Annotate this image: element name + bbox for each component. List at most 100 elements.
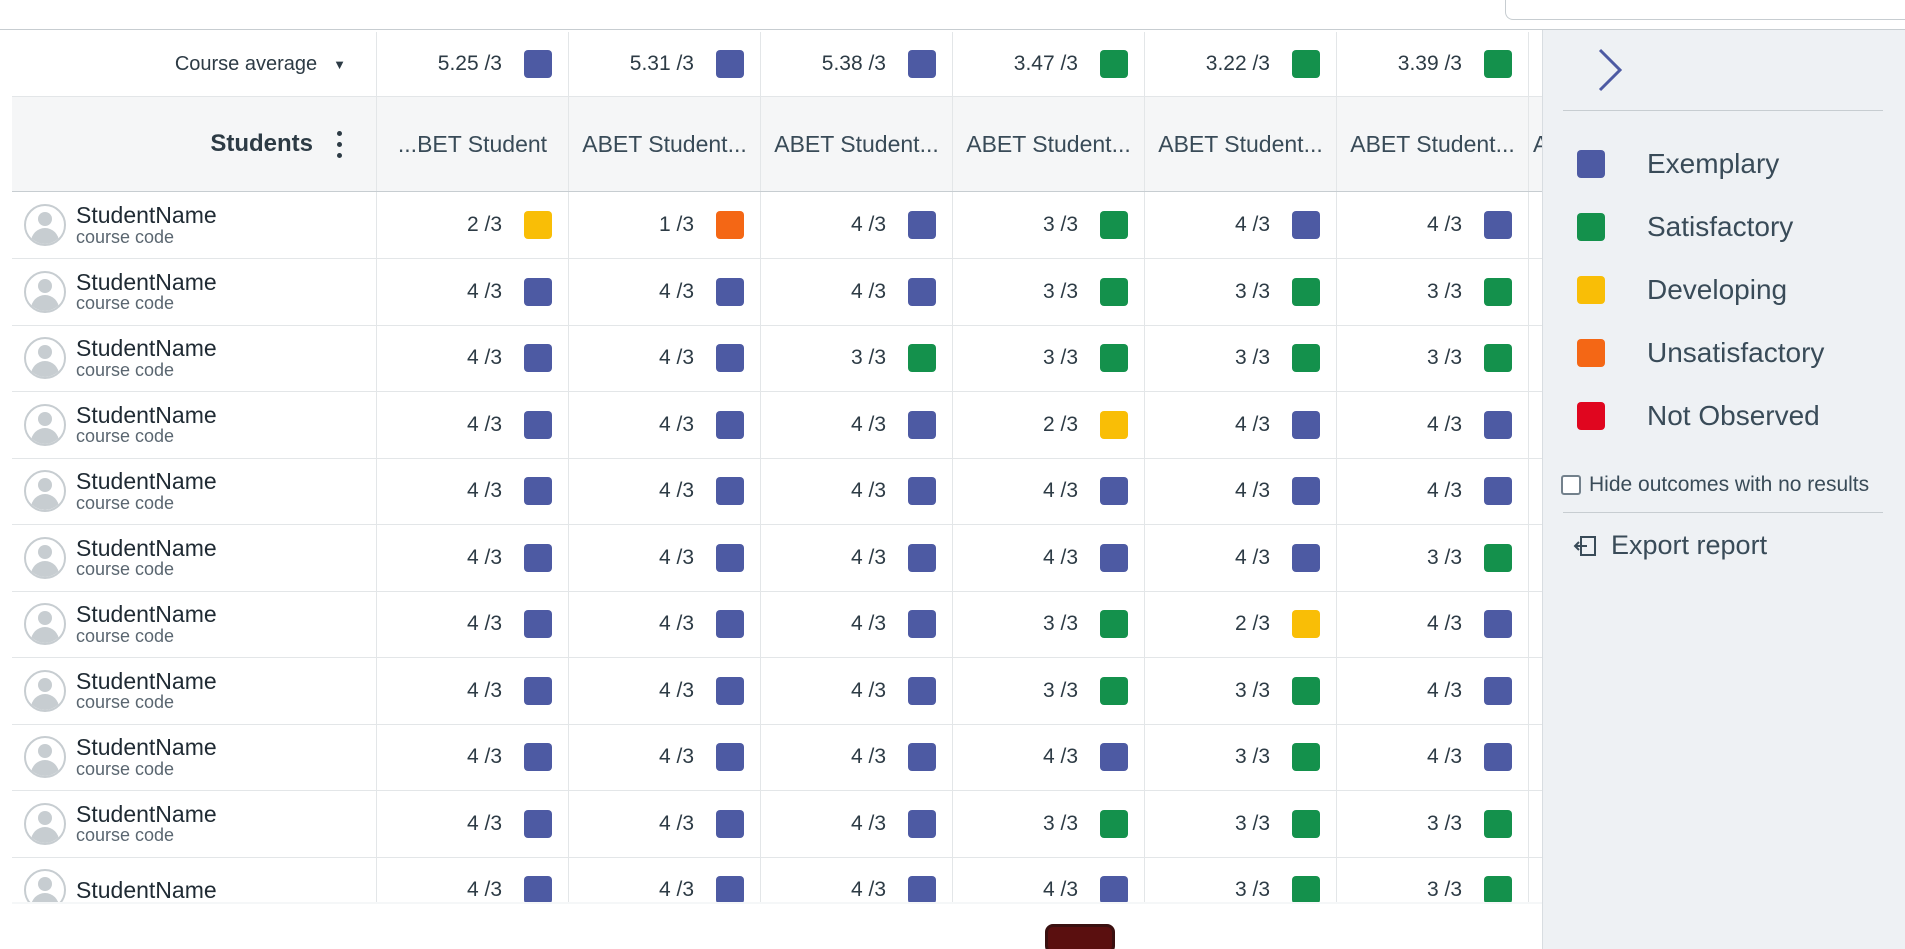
student-score-cell[interactable]: 4 /3: [569, 391, 761, 458]
outcome-header-cell[interactable]: ABET Student...: [569, 97, 761, 191]
student-score-cell[interactable]: 3 /3: [761, 325, 953, 391]
student-score-cell[interactable]: 1 /3: [569, 192, 761, 258]
student-cell[interactable]: StudentName course code: [12, 524, 377, 591]
student-score-cell[interactable]: 4 /3: [1337, 591, 1529, 657]
course-average-score-cell[interactable]: 5.38 /3: [761, 32, 953, 96]
search-box-edge[interactable]: [1505, 0, 1905, 20]
student-score-cell[interactable]: 3 /3: [1145, 258, 1337, 325]
student-score-cell[interactable]: 3 /3: [1145, 857, 1337, 904]
caret-down-icon[interactable]: ▼: [333, 56, 346, 72]
student-score-cell[interactable]: 4 /3: [1145, 192, 1337, 258]
student-score-cell[interactable]: 3 /3: [1337, 790, 1529, 857]
student-score-cell[interactable]: 4 /3: [761, 857, 953, 904]
student-cell[interactable]: StudentName course code: [12, 258, 377, 325]
student-score-cell[interactable]: 4 /3: [1337, 724, 1529, 790]
student-cell[interactable]: StudentName course code: [12, 391, 377, 458]
outcome-header-cell[interactable]: ABET Student...: [761, 97, 953, 191]
outcome-header-cell[interactable]: BET Student...: [377, 97, 569, 191]
student-score-cell[interactable]: 4 /3: [761, 790, 953, 857]
hide-outcomes-checkbox[interactable]: [1561, 475, 1581, 495]
student-score-cell[interactable]: 2 /3: [953, 391, 1145, 458]
student-name[interactable]: StudentName: [76, 401, 217, 428]
student-cell[interactable]: StudentName: [12, 857, 377, 904]
student-score-cell[interactable]: 4 /3: [377, 857, 569, 904]
hide-outcomes-toggle[interactable]: Hide outcomes with no results: [1561, 473, 1869, 497]
student-score-cell[interactable]: 3 /3: [953, 258, 1145, 325]
outcome-header-cell-partial[interactable]: AB: [1529, 97, 1542, 191]
student-cell[interactable]: StudentName course code: [12, 458, 377, 524]
student-cell[interactable]: StudentName course code: [12, 591, 377, 657]
student-score-cell[interactable]: 4 /3: [377, 524, 569, 591]
student-name[interactable]: StudentName: [76, 335, 217, 362]
student-score-cell[interactable]: 4 /3: [761, 524, 953, 591]
student-score-cell[interactable]: 4 /3: [569, 524, 761, 591]
student-score-cell[interactable]: 4 /3: [1145, 458, 1337, 524]
student-score-cell[interactable]: 4 /3: [569, 790, 761, 857]
student-name[interactable]: StudentName: [76, 667, 217, 694]
student-score-cell[interactable]: 3 /3: [1145, 657, 1337, 724]
student-score-cell[interactable]: 3 /3: [953, 325, 1145, 391]
student-score-cell[interactable]: 4 /3: [377, 657, 569, 724]
student-name[interactable]: StudentName: [76, 601, 217, 628]
student-score-cell[interactable]: 4 /3: [953, 857, 1145, 904]
student-score-cell[interactable]: 4 /3: [377, 258, 569, 325]
student-score-cell[interactable]: 3 /3: [1145, 325, 1337, 391]
student-score-cell[interactable]: 4 /3: [377, 591, 569, 657]
course-average-score-cell[interactable]: 5.25 /3: [377, 32, 569, 96]
student-score-cell[interactable]: 4 /3: [1145, 391, 1337, 458]
student-score-cell[interactable]: 4 /3: [761, 657, 953, 724]
student-cell[interactable]: StudentName course code: [12, 790, 377, 857]
student-score-cell[interactable]: 4 /3: [377, 790, 569, 857]
outcome-header-cell[interactable]: ABET Student...: [1145, 97, 1337, 191]
student-score-cell[interactable]: 4 /3: [1145, 524, 1337, 591]
student-cell[interactable]: StudentName course code: [12, 657, 377, 724]
student-score-cell[interactable]: 3 /3: [1337, 258, 1529, 325]
student-score-cell[interactable]: 4 /3: [377, 391, 569, 458]
student-score-cell[interactable]: 4 /3: [569, 657, 761, 724]
student-score-cell[interactable]: 4 /3: [377, 724, 569, 790]
student-score-cell[interactable]: 3 /3: [953, 790, 1145, 857]
student-score-cell[interactable]: 4 /3: [953, 724, 1145, 790]
student-name[interactable]: StudentName: [76, 202, 217, 229]
student-score-cell[interactable]: 4 /3: [377, 458, 569, 524]
collapse-panel-button[interactable]: [1589, 40, 1629, 100]
student-score-cell[interactable]: 2 /3: [1145, 591, 1337, 657]
student-score-cell[interactable]: 3 /3: [953, 657, 1145, 724]
bottom-app-icon[interactable]: [1045, 924, 1115, 949]
student-score-cell[interactable]: 3 /3: [953, 192, 1145, 258]
student-score-cell[interactable]: 4 /3: [761, 591, 953, 657]
student-score-cell[interactable]: 4 /3: [569, 591, 761, 657]
student-name[interactable]: StudentName: [76, 468, 217, 495]
student-score-cell[interactable]: 3 /3: [1337, 857, 1529, 904]
student-score-cell[interactable]: 4 /3: [569, 857, 761, 904]
student-name[interactable]: StudentName: [76, 876, 217, 903]
student-name[interactable]: StudentName: [76, 534, 217, 561]
student-name[interactable]: StudentName: [76, 268, 217, 295]
student-score-cell[interactable]: 4 /3: [1337, 192, 1529, 258]
course-average-score-cell[interactable]: 3.39 /3: [1337, 32, 1529, 96]
course-average-score-cell[interactable]: 3.22 /3: [1145, 32, 1337, 96]
student-score-cell[interactable]: 4 /3: [1337, 657, 1529, 724]
student-score-cell[interactable]: 4 /3: [761, 391, 953, 458]
student-score-cell[interactable]: 3 /3: [953, 591, 1145, 657]
student-score-cell[interactable]: 4 /3: [761, 192, 953, 258]
student-score-cell[interactable]: 3 /3: [1337, 524, 1529, 591]
outcome-header-cell[interactable]: ABET Student...: [953, 97, 1145, 191]
export-report-button[interactable]: Export report: [1573, 530, 1767, 561]
student-score-cell[interactable]: 4 /3: [1337, 458, 1529, 524]
course-average-score-cell[interactable]: 3.47 /3: [953, 32, 1145, 96]
student-score-cell[interactable]: 3 /3: [1145, 724, 1337, 790]
student-score-cell[interactable]: 4 /3: [569, 458, 761, 524]
student-name[interactable]: StudentName: [76, 800, 217, 827]
student-score-cell[interactable]: 4 /3: [761, 458, 953, 524]
outcome-header-cell[interactable]: ABET Student...: [1337, 97, 1529, 191]
student-score-cell[interactable]: 4 /3: [569, 724, 761, 790]
course-average-cell[interactable]: Course average ▼: [12, 32, 377, 96]
student-cell[interactable]: StudentName course code: [12, 325, 377, 391]
student-name[interactable]: StudentName: [76, 734, 217, 761]
student-score-cell[interactable]: 4 /3: [953, 458, 1145, 524]
student-score-cell[interactable]: 4 /3: [569, 258, 761, 325]
student-score-cell[interactable]: 4 /3: [761, 724, 953, 790]
student-score-cell[interactable]: 3 /3: [1337, 325, 1529, 391]
student-cell[interactable]: StudentName course code: [12, 192, 377, 258]
